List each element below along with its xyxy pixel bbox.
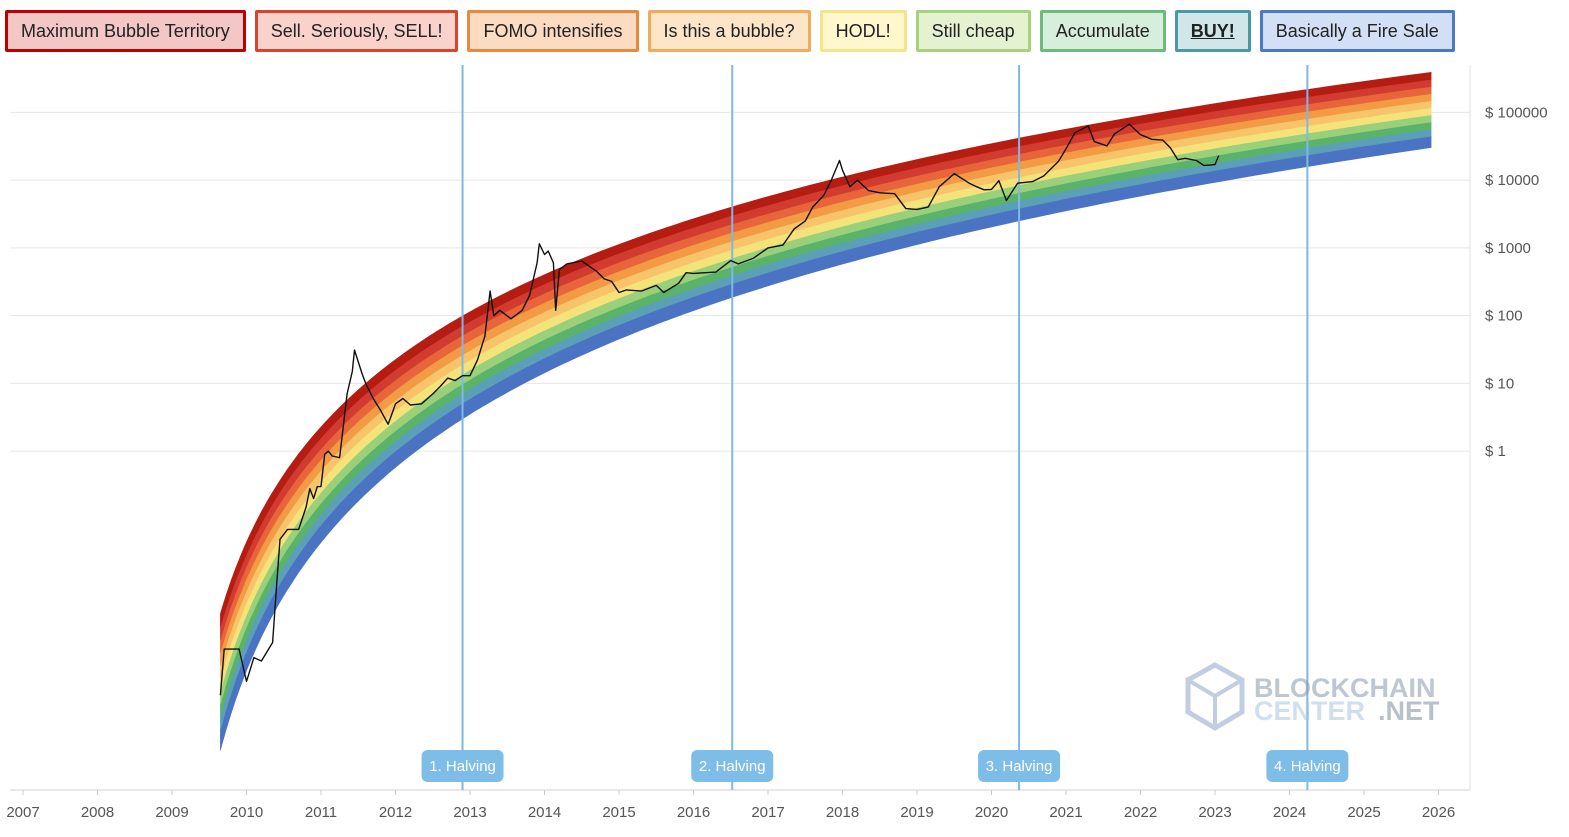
halving-badge-3[interactable]	[1266, 750, 1349, 782]
halving-badge-1[interactable]	[691, 750, 774, 782]
price-series-line-0	[219, 123, 1220, 696]
x-tick-label-17: 2024	[1273, 804, 1306, 821]
legend-item-2[interactable]: FOMO intensifies	[467, 10, 639, 52]
legend-item-5[interactable]: Still cheap	[915, 10, 1031, 52]
legend-item-0[interactable]: Maximum Bubble Territory	[5, 10, 246, 52]
legend: Maximum Bubble Territory Sell. Seriously,…	[5, 10, 1455, 52]
legend-item-4[interactable]: HODL!	[819, 10, 907, 52]
watermark-line2a: CENTER	[1254, 696, 1365, 726]
y-tick-label-4: $ 10000	[1485, 172, 1539, 189]
x-tick-label-19: 2026	[1422, 804, 1455, 821]
x-tick-label-15: 2022	[1124, 804, 1157, 821]
y-tick-label-3: $ 1000	[1485, 240, 1531, 257]
x-tick-label-4: 2011	[305, 804, 337, 821]
y-tick-label-5: $ 100000	[1485, 104, 1548, 121]
legend-item-1[interactable]: Sell. Seriously, SELL!	[254, 10, 459, 52]
halving-badge-2[interactable]	[978, 750, 1061, 782]
halving-label-3: 4. Halving	[1274, 758, 1341, 775]
watermark-line2b: .NET	[1378, 696, 1440, 726]
x-tick-label-9: 2016	[677, 804, 710, 821]
x-tick-label-12: 2019	[900, 804, 933, 821]
x-tick-label-7: 2014	[528, 804, 561, 821]
y-tick-label-1: $ 10	[1485, 375, 1514, 392]
x-tick-label-5: 2012	[379, 804, 412, 821]
legend-item-3[interactable]: Is this a bubble?	[647, 10, 811, 52]
legend-item-6[interactable]: Accumulate	[1039, 10, 1166, 52]
x-tick-label-18: 2025	[1347, 804, 1380, 821]
x-tick-label-10: 2017	[751, 804, 784, 821]
x-tick-label-6: 2013	[453, 804, 486, 821]
x-tick-label-1: 2008	[81, 804, 114, 821]
x-tick-label-13: 2020	[975, 804, 1008, 821]
x-tick-label-2: 2009	[155, 804, 188, 821]
halving-label-1: 2. Halving	[699, 758, 766, 775]
x-tick-label-3: 2010	[230, 804, 263, 821]
legend-item-7[interactable]: BUY!	[1174, 10, 1251, 52]
logo-cube-edges	[1186, 678, 1244, 728]
y-tick-label-2: $ 100	[1485, 308, 1523, 325]
halving-badge-0[interactable]	[421, 750, 504, 782]
x-tick-label-0: 2007	[6, 804, 39, 821]
x-tick-label-8: 2015	[602, 804, 635, 821]
halving-label-2: 3. Halving	[986, 758, 1053, 775]
legend-item-8[interactable]: Basically a Fire Sale	[1259, 10, 1455, 52]
rainbow-band-9	[220, 71, 1432, 627]
x-tick-label-11: 2018	[826, 804, 859, 821]
watermark-line1: BLOCKCHAIN	[1254, 673, 1436, 703]
halving-label-0: 1. Halving	[429, 758, 496, 775]
x-tick-label-14: 2021	[1049, 804, 1082, 821]
y-tick-label-0: $ 1	[1485, 443, 1506, 460]
x-tick-label-16: 2023	[1198, 804, 1231, 821]
